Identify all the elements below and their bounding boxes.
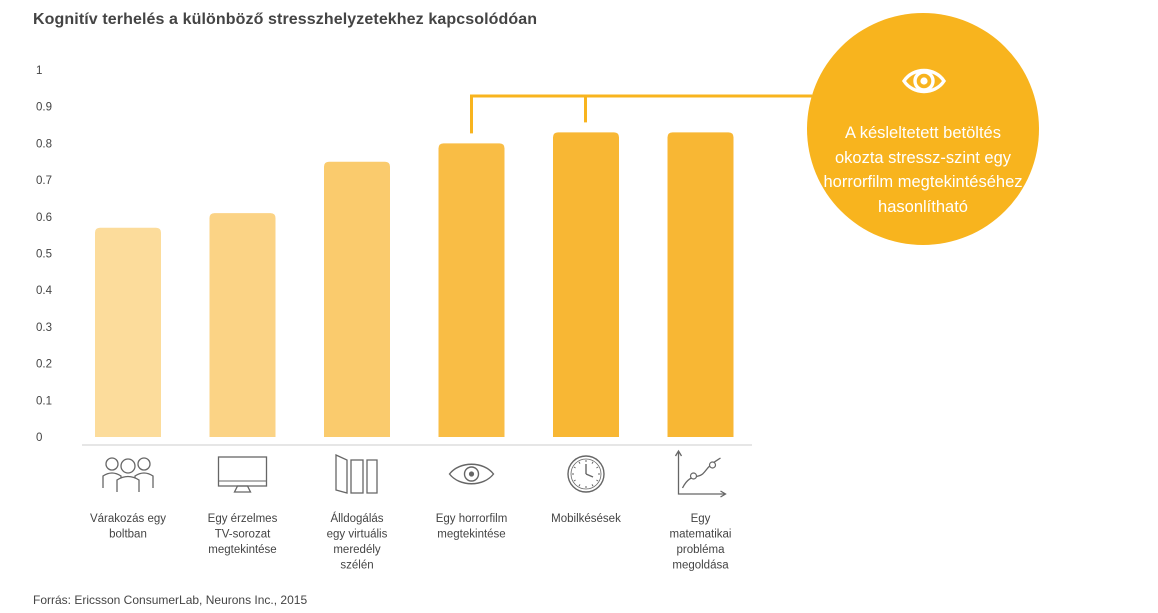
chart-title: Kognitív terhelés a különböző stresszhel… bbox=[33, 11, 538, 28]
y-tick-label: 0.5 bbox=[36, 249, 52, 261]
y-tick-label: 0.6 bbox=[36, 212, 52, 224]
annotation-bracket bbox=[470, 94, 812, 134]
category-label: Egy horrorfilm megtekintése bbox=[436, 513, 508, 541]
bars bbox=[95, 132, 734, 437]
category-label: Egy érzelmes TV-sorozat megtekintése bbox=[208, 513, 278, 556]
clock-icon bbox=[567, 455, 605, 493]
y-tick-label: 0.7 bbox=[36, 175, 52, 187]
bar bbox=[324, 161, 390, 437]
source-note: Forrás: Ericsson ConsumerLab, Neurons In… bbox=[33, 593, 308, 607]
category-labels: Várakozás egy boltban Egy érzelmes TV-soroz… bbox=[90, 512, 732, 572]
bar bbox=[95, 227, 161, 437]
y-axis: 0 0.1 0.2 0.3 0.4 0.5 0.6 0.7 0.8 0.9 1 bbox=[36, 65, 53, 444]
bracket-line bbox=[470, 94, 812, 134]
y-tick-label: 0.8 bbox=[36, 138, 52, 150]
category-label: Egy matematikai probléma megoldása bbox=[670, 513, 732, 572]
tv-icon bbox=[217, 456, 268, 493]
y-tick-label: 0.3 bbox=[36, 322, 52, 334]
y-tick-label: 0 bbox=[36, 432, 42, 444]
category-icons bbox=[102, 449, 727, 498]
people-icon bbox=[102, 457, 154, 492]
annotation-callout: A késleltetett betöltés okozta stressz-s… bbox=[807, 13, 1039, 245]
y-tick-label: 0.9 bbox=[36, 102, 52, 114]
bar bbox=[667, 132, 734, 437]
category-label: Várakozás egy boltban bbox=[90, 513, 166, 541]
bar bbox=[209, 213, 276, 437]
bar bbox=[553, 132, 619, 437]
annotation-text: A késleltetett betöltés okozta stressz-s… bbox=[823, 124, 1023, 216]
y-tick-label: 0.2 bbox=[36, 359, 52, 371]
y-tick-label: 0.4 bbox=[36, 285, 53, 297]
category-label: Álldogálás egy virtuális meredély szélén bbox=[327, 512, 388, 572]
eye-icon bbox=[901, 68, 947, 94]
y-tick-label: 0.1 bbox=[36, 395, 52, 407]
category-label: Mobilkésések bbox=[551, 513, 621, 525]
y-tick-label: 1 bbox=[36, 65, 42, 77]
panels-icon bbox=[335, 453, 378, 494]
bar bbox=[438, 143, 505, 437]
eye-icon bbox=[448, 463, 495, 485]
graph-icon bbox=[674, 449, 727, 498]
